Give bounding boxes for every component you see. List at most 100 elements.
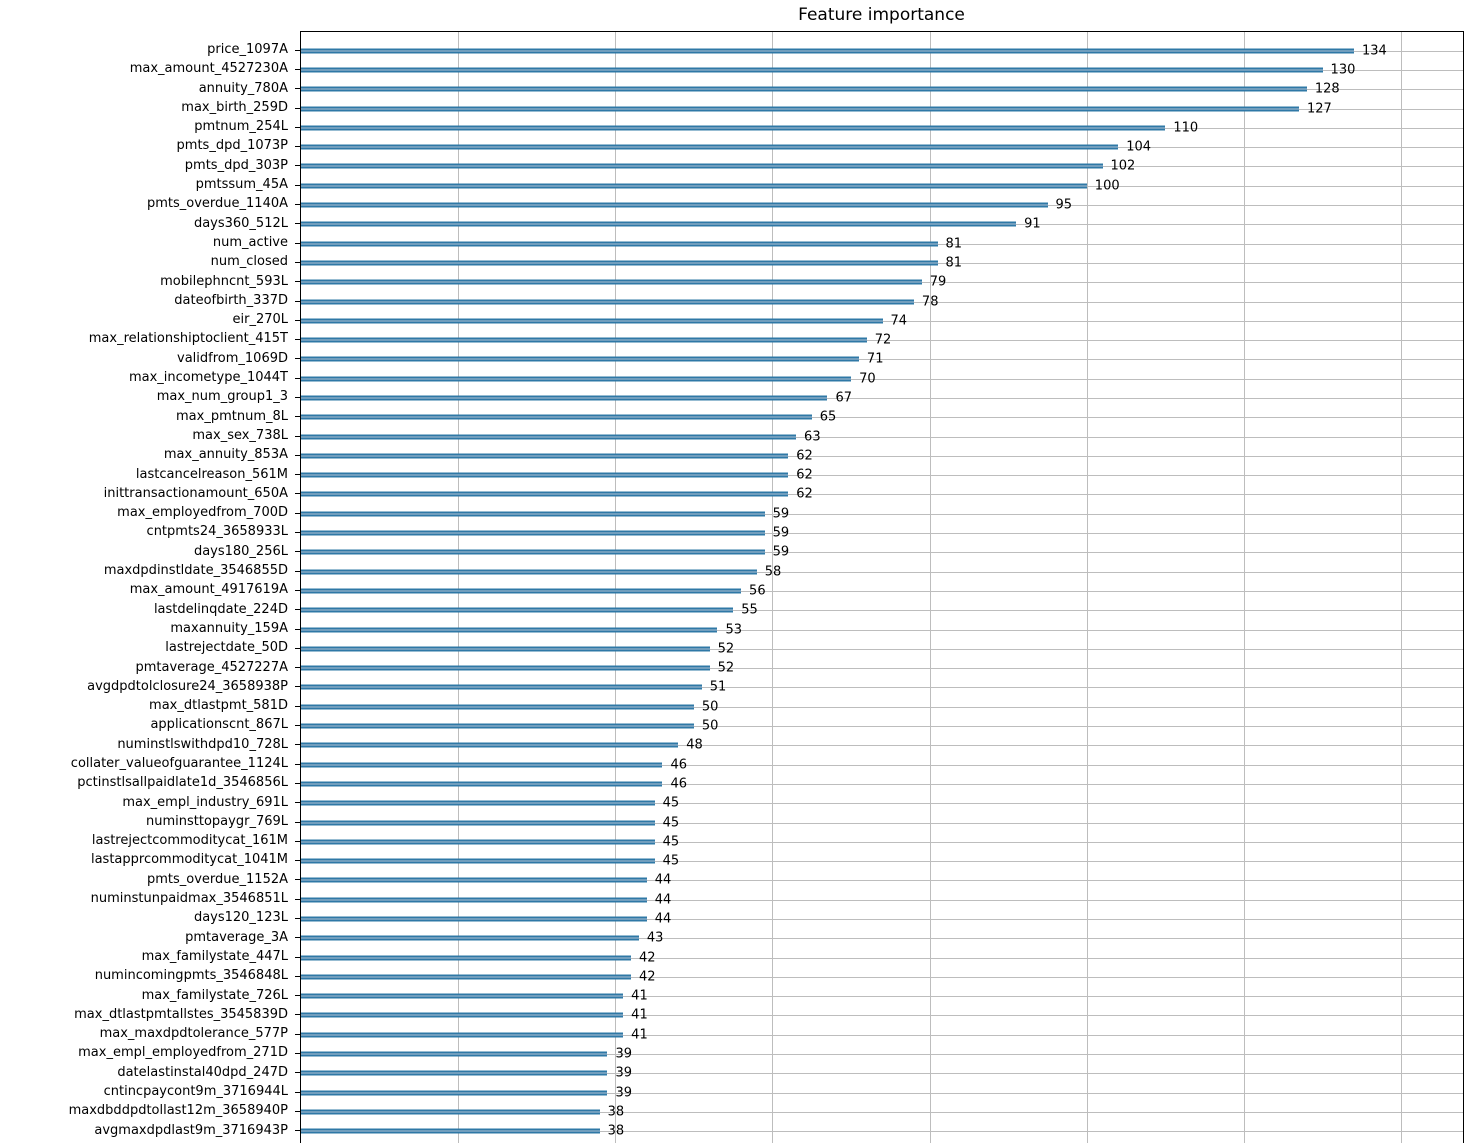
h-gridline — [301, 1054, 1463, 1056]
h-gridline — [301, 455, 1463, 457]
y-tick-mark — [295, 570, 300, 572]
y-tick-label: max_empl_industry_691L — [122, 794, 288, 810]
y-tick-mark — [295, 821, 300, 823]
bar-row: 59 — [301, 523, 1463, 542]
bar — [301, 1051, 608, 1057]
y-tick-row: days360_512L — [0, 214, 300, 233]
h-gridline — [301, 1034, 1463, 1036]
bar-value-label: 38 — [607, 1123, 625, 1139]
bar — [301, 820, 655, 826]
bar-row: 55 — [301, 601, 1463, 620]
bar-row: 81 — [301, 253, 1463, 272]
h-gridline — [301, 1015, 1463, 1017]
y-tick-row: max_empl_employedfrom_271D — [0, 1043, 300, 1062]
y-tick-mark — [295, 589, 300, 591]
bar — [301, 723, 694, 729]
y-tick-mark — [295, 1053, 300, 1055]
bar-value-label: 65 — [819, 409, 837, 425]
bar-value-label: 46 — [670, 776, 688, 792]
y-tick-mark — [295, 551, 300, 553]
y-tick-mark — [295, 377, 300, 379]
bar-value-label: 102 — [1110, 158, 1136, 174]
y-tick-label: pmtssum_45A — [195, 177, 288, 193]
y-tick-label: avgmaxdpdlast9m_3716943P — [94, 1122, 288, 1138]
h-gridline — [301, 996, 1463, 998]
h-gridline — [301, 1111, 1463, 1113]
bar-value-label: 67 — [835, 390, 853, 406]
bar — [301, 588, 742, 594]
h-gridline — [301, 610, 1463, 612]
bar — [301, 1128, 600, 1134]
y-tick-row: days120_123L — [0, 908, 300, 927]
bar — [301, 974, 632, 980]
bar-value-label: 45 — [662, 853, 680, 869]
h-gridline — [301, 841, 1463, 843]
bar-value-label: 45 — [662, 815, 680, 831]
bar-row: 78 — [301, 292, 1463, 311]
bar — [301, 897, 647, 903]
bar-row: 58 — [301, 562, 1463, 581]
bar — [301, 549, 765, 555]
y-tick-label: inittransactionamount_650A — [103, 485, 288, 501]
y-tick-mark — [295, 184, 300, 186]
bar-row: 38 — [301, 1102, 1463, 1121]
bar — [301, 395, 828, 401]
bar — [301, 86, 1307, 92]
y-tick-row: maxdpdinstldate_3546855D — [0, 561, 300, 580]
v-gridline — [615, 32, 617, 1143]
y-tick-row: lastapprcommoditycat_1041M — [0, 850, 300, 869]
y-tick-row: lastcancelreason_561M — [0, 465, 300, 484]
bar-value-label: 71 — [866, 351, 884, 367]
bar-value-label: 78 — [921, 294, 939, 309]
bar — [301, 414, 812, 420]
h-gridline — [301, 475, 1463, 477]
bar-value-label: 127 — [1306, 101, 1332, 117]
bar — [301, 1032, 624, 1038]
y-tick-label: validfrom_1069D — [177, 350, 288, 366]
y-tick-mark — [295, 435, 300, 437]
bar-row: 71 — [301, 350, 1463, 369]
bar — [301, 839, 655, 845]
h-gridline — [301, 648, 1463, 650]
bar-row: 39 — [301, 1044, 1463, 1063]
bar-value-label: 63 — [804, 429, 821, 445]
bar-value-label: 104 — [1126, 139, 1152, 155]
bar-row: 62 — [301, 446, 1463, 465]
y-tick-row: numinsttopaygr_769L — [0, 812, 300, 831]
bar-row: 39 — [301, 1083, 1463, 1102]
bar-row: 110 — [301, 118, 1463, 137]
y-tick-row: inittransactionamount_650A — [0, 484, 300, 503]
y-tick-mark — [295, 396, 300, 398]
bar-row: 72 — [301, 330, 1463, 349]
bar-value-label: 72 — [874, 332, 892, 348]
y-tick-row: price_1097A — [0, 40, 300, 59]
y-axis-labels: price_1097A max_amount_4527230A annuity_78… — [0, 31, 300, 1140]
bar — [301, 916, 647, 922]
y-tick-label: max_employedfrom_700D — [117, 505, 288, 521]
bar-row: 48 — [301, 736, 1463, 755]
y-tick-row: mobilephncnt_593L — [0, 272, 300, 291]
y-tick-label: num_closed — [210, 254, 288, 270]
bar-row: 104 — [301, 137, 1463, 156]
bar — [301, 955, 632, 961]
h-gridline — [301, 552, 1463, 554]
bar-value-label: 44 — [654, 892, 672, 908]
bar — [301, 48, 1354, 54]
bar-value-label: 95 — [1055, 197, 1073, 213]
bar-row: 63 — [301, 427, 1463, 446]
y-tick-row: pmtaverage_3A — [0, 928, 300, 947]
bar-value-label: 100 — [1094, 178, 1120, 194]
bar — [301, 67, 1323, 73]
bar-value-label: 130 — [1330, 62, 1356, 78]
y-tick-row: avgdpdtolclosure24_3658938P — [0, 677, 300, 696]
bar — [301, 163, 1103, 169]
bar-value-label: 55 — [741, 602, 758, 618]
y-tick-row: num_closed — [0, 252, 300, 271]
v-gridline — [1401, 32, 1403, 1143]
y-tick-row: pmts_overdue_1140A — [0, 194, 300, 213]
y-tick-label: max_amount_4527230A — [129, 61, 288, 77]
v-gridline — [458, 32, 460, 1143]
bar — [301, 665, 710, 671]
bar-value-label: 62 — [796, 486, 813, 502]
y-tick-row: max_sex_738L — [0, 426, 300, 445]
